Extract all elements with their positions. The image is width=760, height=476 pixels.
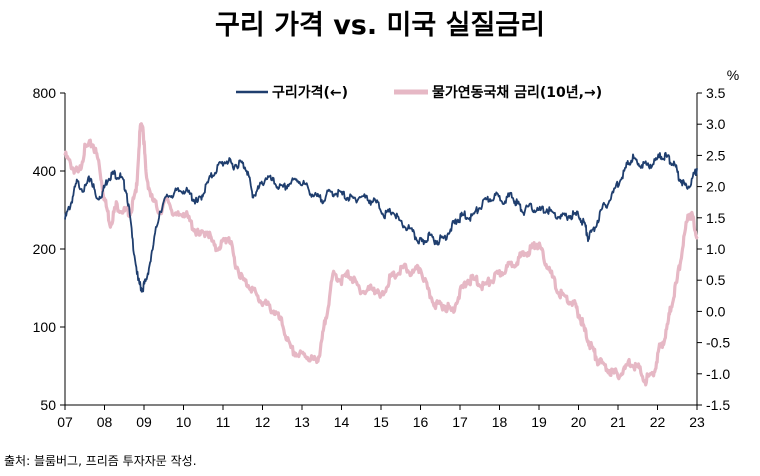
x-tick-label: 16 — [413, 414, 429, 430]
right-tick-label: -0.5 — [706, 335, 730, 351]
x-tick-label: 09 — [136, 414, 152, 430]
x-tick-label: 21 — [610, 414, 626, 430]
x-tick-label: 23 — [689, 414, 705, 430]
source-note: 출처: 블룸버그, 프리즘 투자자문 작성. — [4, 454, 197, 468]
legend: 구리가격(←) 물가연동국채 금리(10년,→) — [236, 84, 602, 101]
right-tick-label: -1.5 — [706, 397, 730, 413]
x-tick-label: 14 — [334, 414, 350, 430]
series-line-copper — [64, 151, 698, 293]
right-tick-label: 3.5 — [706, 85, 726, 101]
left-tick-label: 200 — [33, 241, 57, 257]
right-tick-label: 0.5 — [706, 272, 726, 288]
x-tick-label: 08 — [97, 414, 113, 430]
right-tick-label: 2.5 — [706, 147, 726, 163]
x-tick-label: 20 — [571, 414, 587, 430]
right-tick-label: 1.0 — [706, 241, 726, 257]
x-tick-label: 11 — [216, 414, 231, 430]
left-tick-label: 800 — [33, 85, 57, 101]
left-tick-label: 400 — [33, 163, 57, 179]
x-tick-label: 12 — [255, 414, 271, 430]
right-tick-label: 0.0 — [706, 303, 726, 319]
left-tick-label: 50 — [40, 397, 56, 413]
right-axis-unit: % — [727, 67, 739, 83]
series-line-tips — [63, 122, 699, 387]
right-tick-label: 2.0 — [706, 179, 726, 195]
chart-title: 구리 가격 vs. 미국 실질금리 — [215, 10, 545, 41]
left-tick-label: 100 — [33, 319, 57, 335]
x-tick-label: 22 — [650, 414, 666, 430]
plot-area: 800 400 200 100 50 3.5 3.0 2.5 2.0 1.5 1.0 0.5 0.0 -0… — [33, 85, 731, 430]
x-tick-label: 17 — [452, 414, 468, 430]
right-tick-label: 3.0 — [706, 116, 726, 132]
x-tick-label: 10 — [176, 414, 192, 430]
legend-label-copper: 구리가격(←) — [272, 84, 348, 101]
right-tick-label: 1.5 — [706, 210, 726, 226]
x-tick-label: 15 — [373, 414, 389, 430]
x-tick-label: 13 — [294, 414, 310, 430]
legend-label-tips: 물가연동국채 금리(10년,→) — [432, 85, 602, 101]
x-tick-label: 07 — [57, 414, 73, 430]
x-tick-label: 18 — [492, 414, 508, 430]
x-tick-label: 19 — [531, 414, 547, 430]
right-tick-label: -1.0 — [706, 366, 730, 382]
